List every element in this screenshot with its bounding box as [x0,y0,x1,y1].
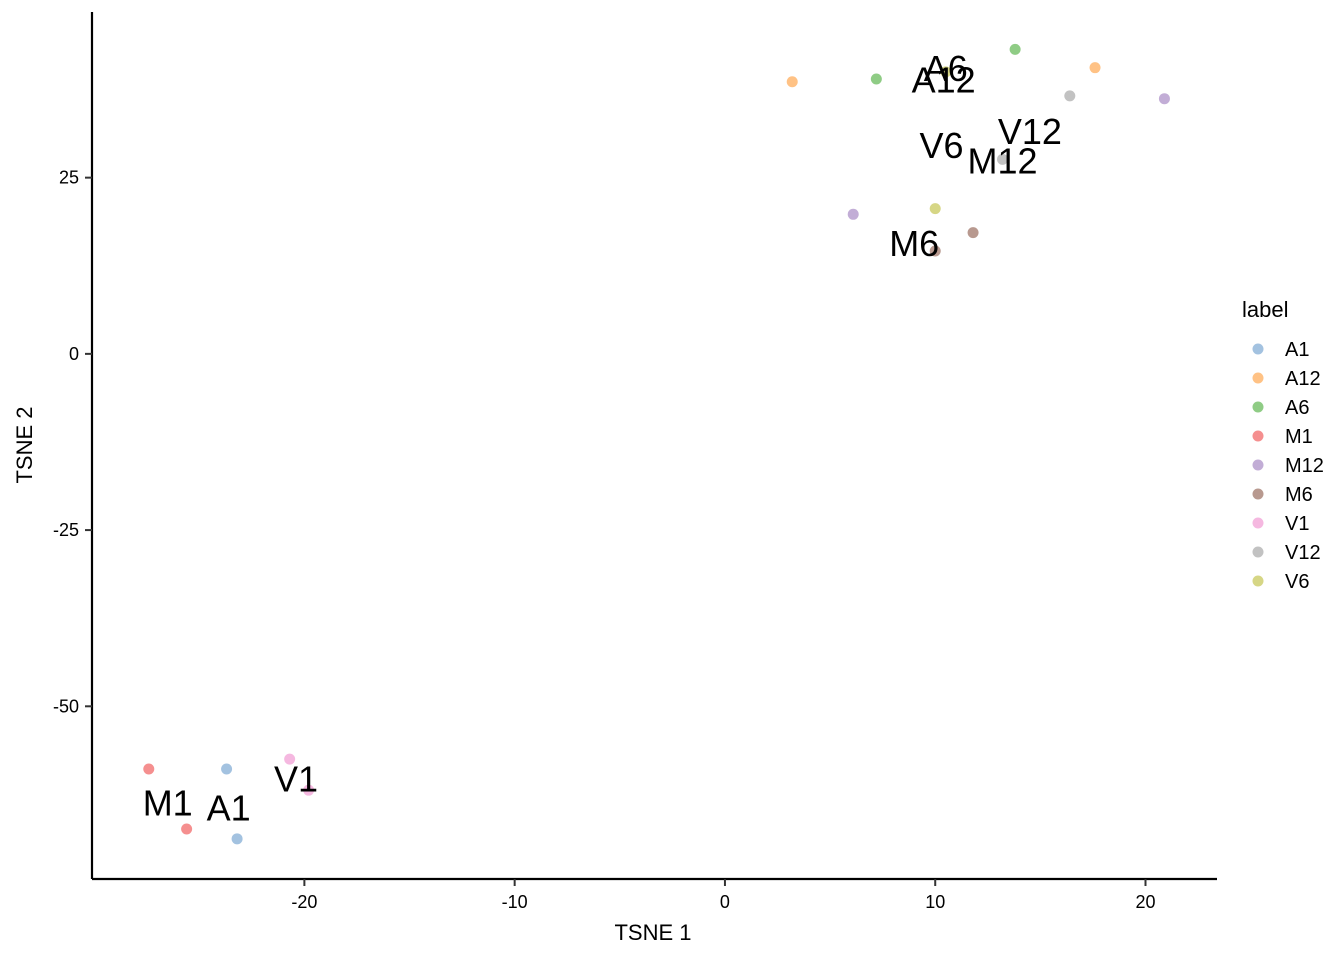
x-tick-label: 10 [925,892,945,912]
y-tick-label: -25 [53,520,79,540]
legend-key-a6 [1252,401,1264,413]
legend-label-a6: A6 [1285,397,1309,419]
point-m12 [1158,93,1170,105]
point-v12 [1064,90,1076,102]
legend-label-v6: V6 [1285,571,1309,593]
legend-label-a1: A1 [1285,339,1309,361]
point-m6 [967,227,979,239]
point-v6 [940,66,952,78]
point-v6 [929,203,941,215]
x-axis-ticks: -20 -10 0 10 20 [291,879,1156,912]
y-axis-ticks: -50 -25 0 25 [53,168,92,716]
point-a6 [1009,43,1021,55]
cluster-label-m1: M1 [143,783,193,824]
legend-label-m6: M6 [1285,484,1313,506]
legend-label-m1: M1 [1285,426,1313,448]
point-a1 [231,833,243,845]
legend-key-m6 [1252,488,1264,500]
legend-key-m12 [1252,459,1264,471]
x-axis-title: TSNE 1 [614,920,691,945]
legend-label-m12: M12 [1285,455,1324,477]
point-v1 [303,784,315,796]
cluster-label-a1: A1 [207,788,251,829]
cluster-label-v6: V6 [920,125,964,166]
point-a12 [786,76,798,88]
cluster-label-m12: M12 [967,140,1037,181]
cluster-label-a6: A6 [924,48,968,89]
legend-key-v6 [1252,575,1264,587]
y-axis-title: TSNE 2 [12,406,37,483]
cluster-label-m6: M6 [889,223,939,264]
legend-label-v12: V12 [1285,542,1321,564]
legend-title: label [1242,297,1288,322]
point-v1 [284,753,296,765]
point-a12 [1089,62,1101,74]
y-tick-label: -50 [53,696,79,716]
cluster-label-v1: V1 [274,759,318,800]
legend-key-m1 [1252,430,1264,442]
x-tick-label: 0 [720,892,730,912]
legend: label A1 A12 A6 M1 M12 M6 V1 V12 V6 [1242,297,1324,593]
point-a1 [221,763,233,775]
point-v12 [997,153,1009,165]
legend-key-a1 [1252,343,1264,355]
point-m1 [181,823,193,835]
y-tick-label: 25 [59,168,79,188]
point-m6 [929,245,941,257]
legend-label-v1: V1 [1285,513,1309,535]
legend-key-a12 [1252,372,1264,384]
point-m12 [847,208,859,220]
point-m1 [143,763,155,775]
x-tick-label: -10 [502,892,528,912]
x-tick-label: -20 [291,892,317,912]
legend-key-v1 [1252,517,1264,529]
point-a6 [870,73,882,85]
cluster-label-a12: A12 [912,59,976,100]
y-tick-label: 0 [69,344,79,364]
legend-label-a12: A12 [1285,368,1321,390]
legend-items: A1 A12 A6 M1 M12 M6 V1 V12 V6 [1252,339,1324,593]
cluster-label-v12: V12 [998,111,1062,152]
points-layer [143,43,1170,845]
legend-key-v12 [1252,546,1264,558]
x-tick-label: 20 [1135,892,1155,912]
